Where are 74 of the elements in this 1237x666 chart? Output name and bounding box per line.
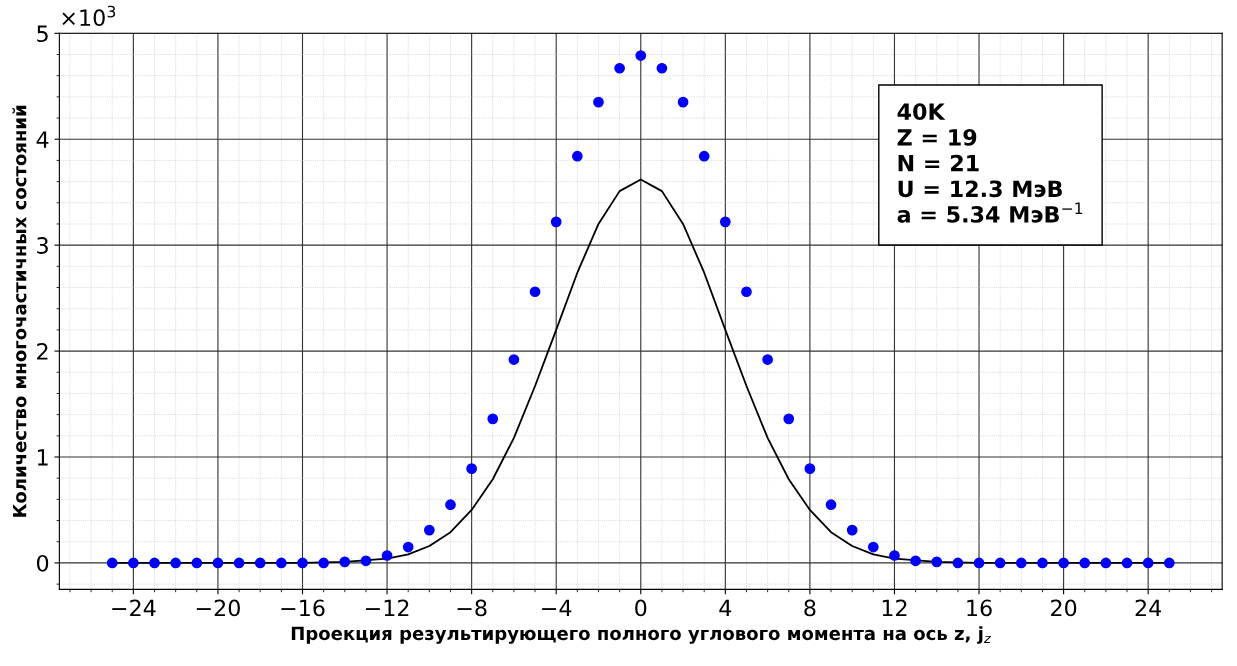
point xyxy=(804,463,816,475)
point xyxy=(656,62,668,74)
annotation: 40K Z = 19 N = 21 U = 12.3 МэВ a = 5.34 МэВ$^{−1}$ xyxy=(897,103,1083,223)
x-tick-label: 0 xyxy=(635,599,647,617)
text: ×10$^{3}$ xyxy=(62,5,116,27)
y-tick-label: 0 xyxy=(36,554,49,572)
x-tick-label: 12 xyxy=(882,599,907,617)
point xyxy=(1121,557,1133,569)
point xyxy=(191,557,203,569)
point xyxy=(952,557,964,569)
x-tick-label: −12 xyxy=(365,599,409,617)
x-tick-label: −24 xyxy=(112,599,156,617)
point xyxy=(1058,557,1069,569)
point xyxy=(741,286,752,298)
y-tick-label: 3 xyxy=(37,237,48,254)
x-tick-label: 4 xyxy=(719,599,732,617)
point xyxy=(593,96,604,108)
point xyxy=(402,541,414,553)
point xyxy=(106,557,118,569)
point xyxy=(149,557,160,569)
point xyxy=(910,555,921,567)
point xyxy=(719,216,731,228)
point xyxy=(1037,557,1048,569)
point xyxy=(973,557,985,569)
y-tick-label: 1 xyxy=(37,449,48,466)
point xyxy=(212,557,224,569)
point xyxy=(994,557,1006,569)
x-tick-label: −20 xyxy=(196,599,240,617)
point xyxy=(635,50,647,61)
point xyxy=(1100,557,1112,569)
point xyxy=(318,557,329,569)
x-tick-label: 16 xyxy=(967,599,992,617)
point xyxy=(128,557,139,569)
point xyxy=(233,557,245,569)
point xyxy=(1015,557,1027,569)
point xyxy=(931,556,943,568)
x-tick-label: 24 xyxy=(1135,599,1162,617)
point xyxy=(571,150,583,162)
point xyxy=(508,354,520,365)
point xyxy=(297,557,308,569)
x-tick-label: 20 xyxy=(1051,599,1077,617)
point xyxy=(360,555,372,567)
point xyxy=(1079,557,1091,569)
x-tick-label: −8 xyxy=(457,599,487,617)
x-tick-label: −16 xyxy=(281,599,325,617)
point xyxy=(170,557,182,569)
point xyxy=(825,499,837,511)
point xyxy=(677,96,689,108)
point xyxy=(423,524,435,536)
point xyxy=(698,150,710,162)
point xyxy=(889,550,900,561)
point xyxy=(381,550,393,561)
point xyxy=(614,62,625,74)
point xyxy=(783,413,795,425)
point xyxy=(846,524,858,536)
x-axis-title: Проекция результирующего полного углового момента на ось z, j$_{z}$ xyxy=(291,626,991,644)
point xyxy=(762,354,773,365)
point xyxy=(550,216,562,228)
point xyxy=(529,286,541,298)
y-tick-label: 4 xyxy=(36,131,49,148)
x-tick-label: 8 xyxy=(804,599,816,617)
point xyxy=(1142,557,1154,569)
point xyxy=(1163,557,1175,569)
x-tick-label: −4 xyxy=(542,599,572,617)
y-axis-title: Количество многочастичных состояний xyxy=(12,105,27,517)
y-tick-label: 5 xyxy=(37,25,48,43)
point xyxy=(867,541,879,553)
point xyxy=(339,556,351,568)
point xyxy=(276,557,287,569)
point xyxy=(466,463,477,475)
point xyxy=(445,499,456,511)
point xyxy=(487,413,499,425)
y-tick-label: 2 xyxy=(37,343,48,360)
point xyxy=(254,557,266,569)
